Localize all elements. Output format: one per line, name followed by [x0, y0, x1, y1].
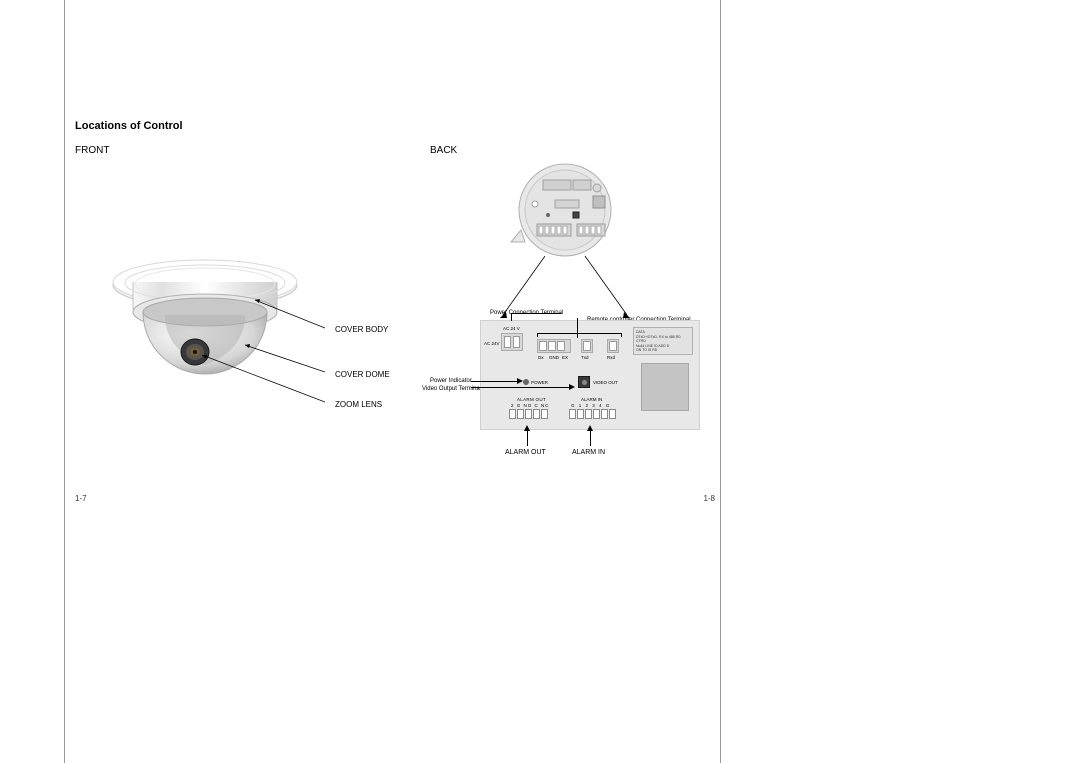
page-divider-right: [720, 0, 721, 763]
label-zoom-lens: ZOOM LENS: [335, 400, 382, 409]
chip-block: [641, 363, 689, 411]
label-power-indicator: Power Indicator: [430, 378, 472, 385]
comm-terminal-1: [537, 339, 571, 353]
page-divider-left: [64, 0, 65, 763]
alarm-in-terminal: [569, 409, 617, 419]
micro-gnd: GND: [549, 355, 559, 360]
label-cover-dome: COVER DOME: [335, 370, 390, 379]
micro-dx: Dx: [538, 355, 544, 360]
micro-alarm-in-pins: G 1 2 3 4 G: [571, 403, 611, 408]
micro-rxd: Rxd: [607, 355, 615, 360]
comm-terminal-txd: [581, 339, 593, 353]
micro-ac24-side: AC 24V: [484, 341, 500, 346]
page-back: BACK: [430, 0, 710, 763]
data-plate: DATA DTxD+/DTxD- RX to 485 RD CTRD No44 …: [633, 327, 693, 355]
back-circle-illustration: [445, 160, 645, 330]
section-title: Locations of Control: [75, 120, 183, 132]
label-alarm-out: ALARM OUT: [505, 449, 546, 456]
video-out-jack: [578, 376, 590, 388]
page-number-left: 1-7: [75, 494, 87, 503]
micro-video-out: VIDEO OUT: [593, 380, 618, 385]
page-front: Locations of Control FRONT: [75, 0, 415, 763]
micro-ac24v: AC 24 V: [503, 326, 520, 331]
back-subhead: BACK: [430, 145, 457, 156]
front-dome-illustration: [105, 230, 325, 440]
ac24v-terminal: [501, 333, 523, 351]
label-alarm-in: ALARM IN: [572, 449, 605, 456]
power-led: [523, 379, 529, 385]
label-cover-body: COVER BODY: [335, 325, 388, 334]
micro-txd: Txd: [581, 355, 589, 360]
micro-ex: EX: [562, 355, 568, 360]
micro-alarm-out-pins: 2 G NO C NC: [511, 403, 550, 408]
comm-terminal-rxd: [607, 339, 619, 353]
front-subhead: FRONT: [75, 145, 109, 156]
micro-alarm-in-hdr: ALARM IN: [581, 397, 602, 402]
page-number-right: 1-8: [703, 494, 715, 503]
micro-alarm-out-hdr: ALARM OUT: [517, 397, 546, 402]
micro-power: POWER: [531, 380, 548, 385]
back-panel-detail: AC 24 V AC 24V Dx GND EX Txd Rxd: [480, 320, 700, 430]
alarm-out-terminal: [509, 409, 549, 419]
